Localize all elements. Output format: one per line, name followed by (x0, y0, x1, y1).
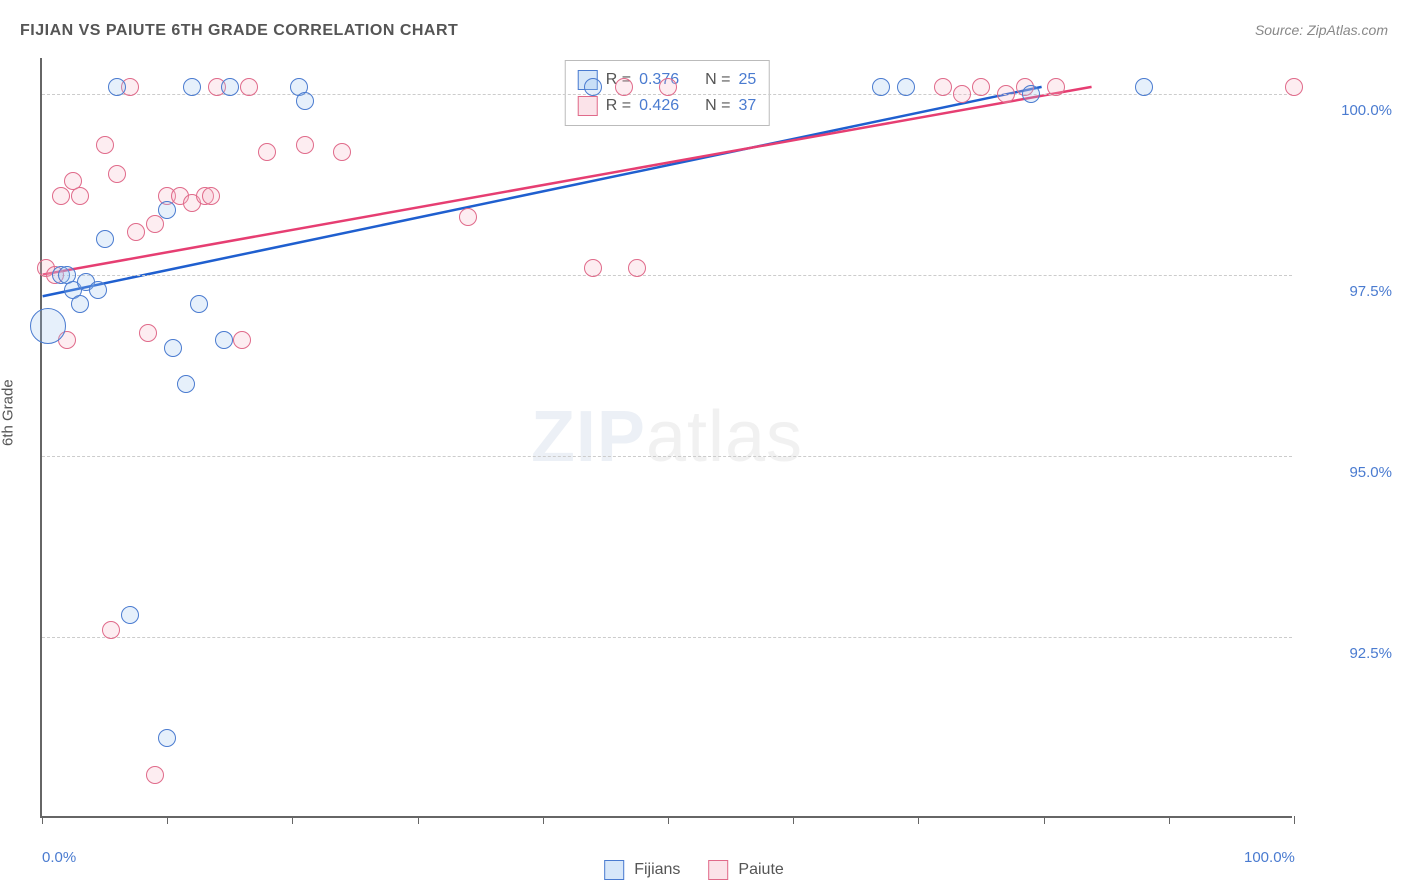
paiute-point (108, 165, 126, 183)
gridline (42, 637, 1292, 638)
x-tick (1169, 816, 1170, 824)
paiute-point (1047, 78, 1065, 96)
gridline (42, 275, 1292, 276)
paiute-point (102, 621, 120, 639)
fijians-point (71, 295, 89, 313)
x-tick (793, 816, 794, 824)
fijians-point (108, 78, 126, 96)
fijians-swatch (604, 860, 624, 880)
n-value: 37 (738, 93, 756, 119)
y-tick-label: 97.5% (1302, 283, 1392, 300)
watermark-light: atlas (646, 397, 803, 477)
x-tick-label: 0.0% (42, 849, 76, 866)
x-tick (1294, 816, 1295, 824)
r-value: 0.426 (639, 93, 679, 119)
n-label: N = (705, 67, 730, 93)
paiute-point (628, 259, 646, 277)
paiute-point (1285, 78, 1303, 96)
n-label: N = (705, 93, 730, 119)
paiute-point (96, 136, 114, 154)
fijians-legend-label: Fijians (634, 861, 680, 879)
fijians-point (190, 295, 208, 313)
legend-row-paiute: R = 0.426 N = 37 (578, 93, 757, 119)
fijians-point (158, 729, 176, 747)
paiute-point (52, 187, 70, 205)
fijians-point (215, 331, 233, 349)
x-tick (918, 816, 919, 824)
paiute-point (972, 78, 990, 96)
fijians-point (296, 92, 314, 110)
fijians-point (1022, 85, 1040, 103)
fijians-point (183, 78, 201, 96)
paiute-legend-label: Paiute (738, 861, 783, 879)
paiute-point (146, 215, 164, 233)
paiute-swatch (708, 860, 728, 880)
fijians-point (158, 201, 176, 219)
fijians-point (584, 78, 602, 96)
paiute-swatch (578, 96, 598, 116)
paiute-point (71, 187, 89, 205)
paiute-point (333, 143, 351, 161)
y-tick-label: 100.0% (1302, 102, 1392, 119)
paiute-point (659, 78, 677, 96)
paiute-point (953, 85, 971, 103)
watermark-bold: ZIP (531, 397, 646, 477)
series-legend: Fijians Paiute (604, 860, 802, 880)
paiute-point (934, 78, 952, 96)
paiute-point (127, 223, 145, 241)
n-value: 25 (738, 67, 756, 93)
paiute-point (459, 208, 477, 226)
fijians-point (1135, 78, 1153, 96)
x-tick (668, 816, 669, 824)
paiute-point (296, 136, 314, 154)
x-tick-label: 100.0% (1244, 849, 1295, 866)
gridline (42, 456, 1292, 457)
x-tick (42, 816, 43, 824)
x-tick (418, 816, 419, 824)
x-tick (292, 816, 293, 824)
x-tick (543, 816, 544, 824)
paiute-point (139, 324, 157, 342)
trend-lines (42, 58, 1292, 816)
fijians-point (30, 308, 66, 344)
paiute-point (997, 85, 1015, 103)
fijians-point (96, 230, 114, 248)
paiute-point (584, 259, 602, 277)
chart-title: FIJIAN VS PAIUTE 6TH GRADE CORRELATION C… (20, 22, 458, 40)
paiute-point (146, 766, 164, 784)
fijians-point (221, 78, 239, 96)
fijians-point (897, 78, 915, 96)
fijians-trend-line (43, 87, 1042, 296)
paiute-point (233, 331, 251, 349)
fijians-point (177, 375, 195, 393)
r-label: R = (606, 93, 631, 119)
watermark: ZIPatlas (531, 396, 803, 478)
y-tick-label: 92.5% (1302, 645, 1392, 662)
fijians-point (872, 78, 890, 96)
source-attribution: Source: ZipAtlas.com (1255, 22, 1388, 38)
paiute-point (615, 78, 633, 96)
y-tick-label: 95.0% (1302, 464, 1392, 481)
paiute-point (202, 187, 220, 205)
fijians-point (164, 339, 182, 357)
paiute-point (258, 143, 276, 161)
fijians-point (121, 606, 139, 624)
x-tick (167, 816, 168, 824)
plot-area: ZIPatlas R =0.376N =25R =0.426N =37 92.5… (40, 58, 1292, 818)
y-axis-label: 6th Grade (0, 379, 17, 446)
paiute-point (240, 78, 258, 96)
chart-container: FIJIAN VS PAIUTE 6TH GRADE CORRELATION C… (0, 0, 1406, 892)
x-tick (1044, 816, 1045, 824)
fijians-point (89, 281, 107, 299)
